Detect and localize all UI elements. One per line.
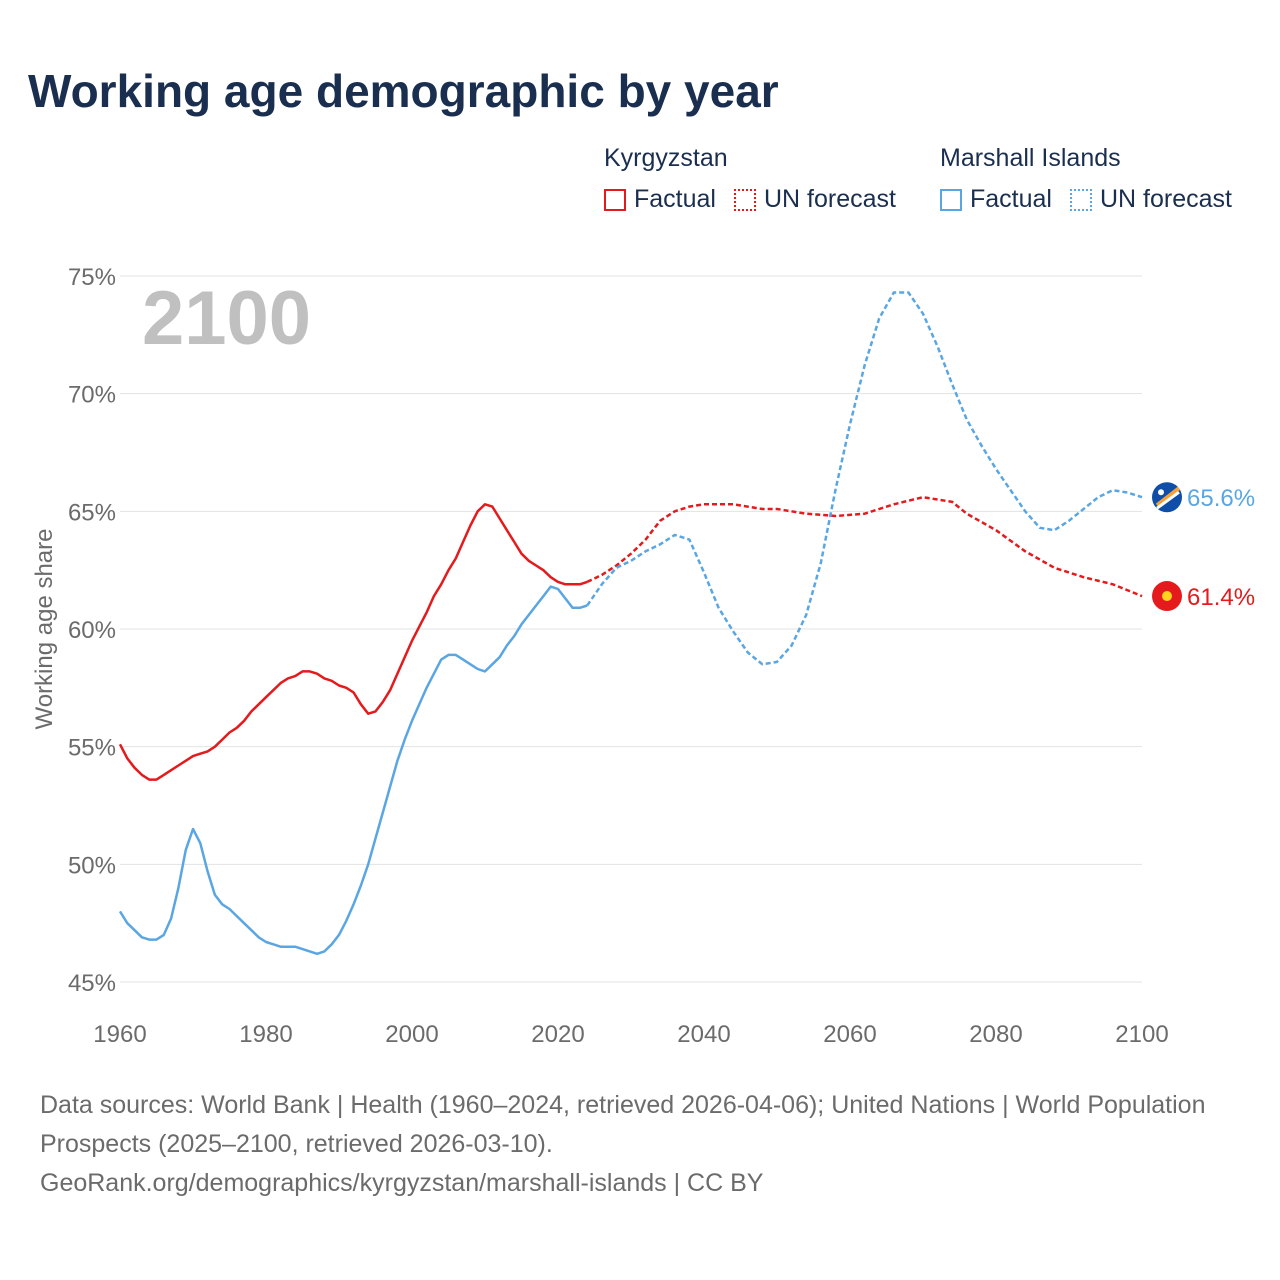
marshall-islands-end-label: 65.6% (1187, 485, 1255, 512)
data-sources: Data sources: World Bank | Health (1960–… (40, 1091, 1206, 1158)
y-axis-label: Working age share (31, 529, 58, 730)
y-tick-label: 55% (68, 735, 116, 762)
x-tick-label: 1980 (239, 1021, 292, 1048)
legend-label: Factual (970, 185, 1052, 213)
legend-label: UN forecast (763, 185, 896, 213)
x-tick-label: 2040 (677, 1021, 730, 1048)
marshall-islands-factual-line (118, 585, 588, 956)
legend-kyrgyzstan: Kyrgyzstan Factual UN forecast (604, 144, 914, 214)
legend-swatch (1069, 188, 1092, 211)
x-tick-label: 2100 (1115, 1021, 1168, 1048)
attribution: GeoRank.org/demographics/kyrgyzstan/mars… (40, 1169, 764, 1197)
chart-title: Working age demographic by year (28, 65, 779, 117)
x-tick-label: 1960 (93, 1021, 146, 1048)
legend-country-name: Kyrgyzstan (604, 144, 728, 172)
x-tick-label: 2080 (969, 1021, 1022, 1048)
y-tick-label: 50% (68, 852, 116, 879)
y-tick-label: 45% (68, 970, 116, 997)
kyrgyzstan-end-label: 61.4% (1187, 584, 1255, 611)
legend-marshall-islands: Marshall Islands Factual UN forecast (940, 144, 1250, 214)
legend-country-name: Marshall Islands (940, 144, 1121, 172)
y-tick-label: 65% (68, 499, 116, 526)
line-chart: 45% 50% 55% 60% 65% 70% 75% 1960 1980 2000 2020 204… (31, 264, 1255, 1048)
legend-swatch (604, 188, 626, 211)
footer: Data sources: World Bank | Health (1960–… (40, 1086, 1240, 1203)
y-tick-label: 60% (68, 617, 116, 644)
kyrgyzstan-factual-line (118, 503, 588, 781)
flag-stripe-icon (1156, 491, 1180, 510)
x-tick-label: 2000 (385, 1021, 438, 1048)
legend-label: UN forecast (1099, 185, 1232, 213)
flag-sun-icon (1162, 591, 1172, 602)
y-tick-label: 70% (68, 382, 116, 409)
flag-star-icon (1158, 489, 1164, 496)
legend-kyrgyzstan-forecast[interactable]: UN forecast (733, 185, 896, 214)
kyrgyzstan-forecast-line (586, 495, 1143, 598)
legend-kyrgyzstan-factual[interactable]: Factual (604, 185, 716, 214)
flag-stripe-icon (1155, 486, 1181, 507)
x-tick-label: 2060 (823, 1021, 876, 1048)
legend-label: Factual (634, 185, 716, 213)
y-tick-label: 75% (68, 264, 116, 291)
x-tick-label: 2020 (531, 1021, 584, 1048)
marshall-islands-forecast-line (586, 291, 1143, 666)
legend-marshall-factual[interactable]: Factual (940, 185, 1052, 214)
legend-marshall-forecast[interactable]: UN forecast (1069, 185, 1232, 214)
legend-swatch (733, 188, 756, 211)
legend-swatch (940, 188, 962, 211)
year-watermark: 2100 (142, 276, 311, 361)
